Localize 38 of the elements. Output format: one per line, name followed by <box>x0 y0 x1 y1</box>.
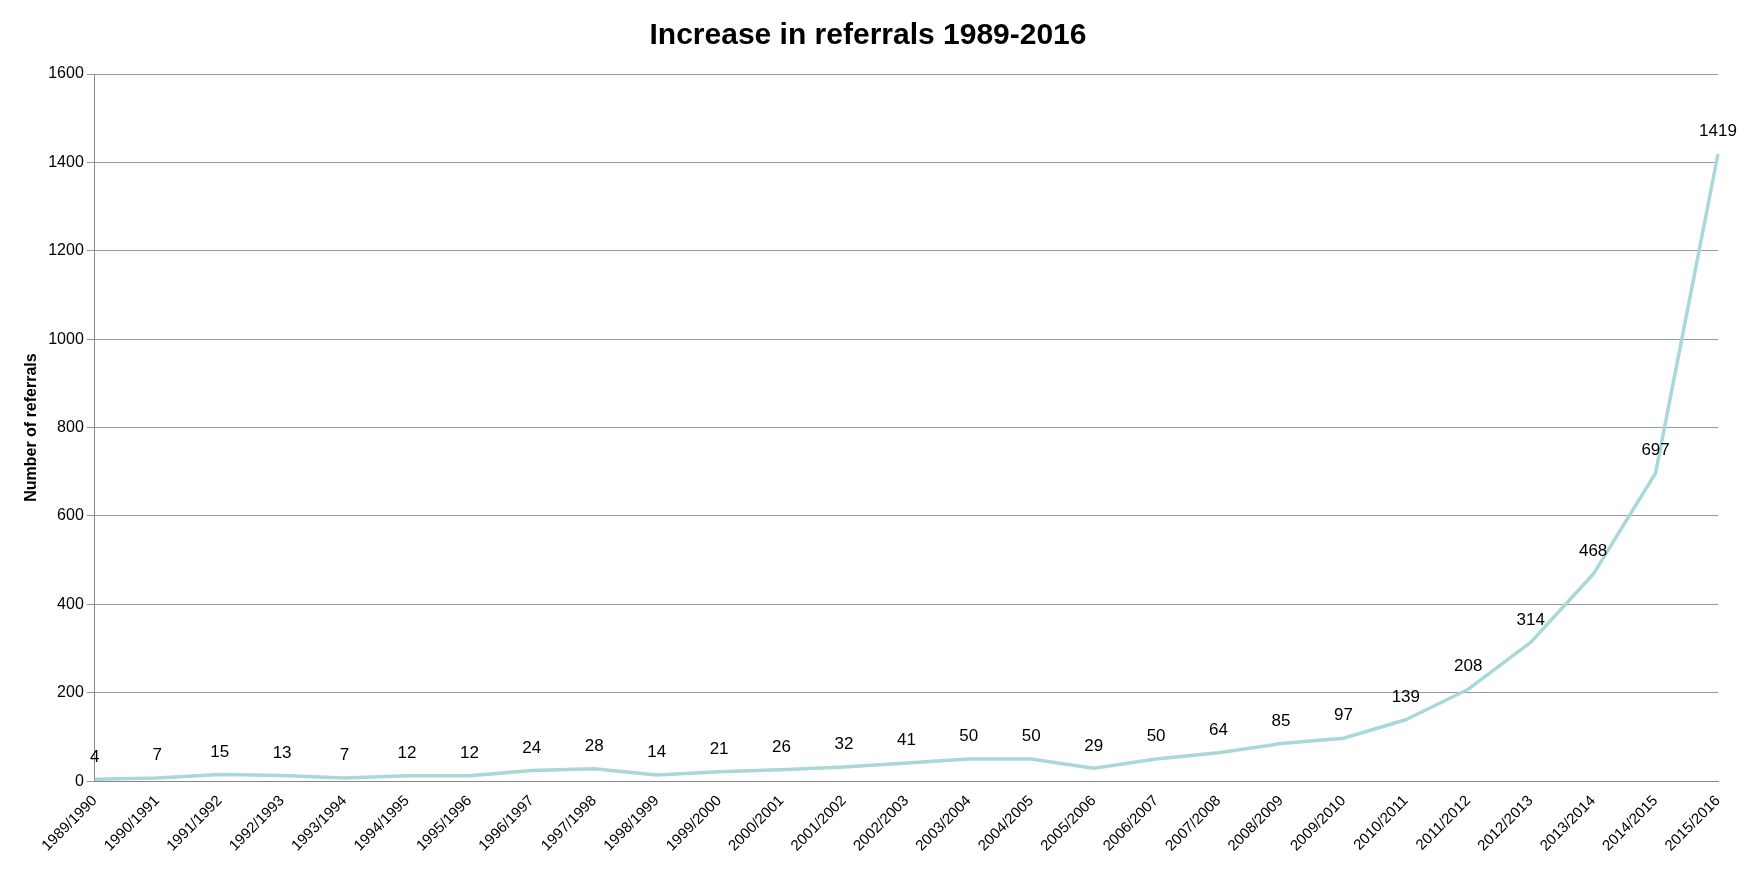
data-label: 50 <box>1146 726 1166 746</box>
y-tick-label: 1200 <box>48 241 84 259</box>
data-label: 468 <box>1578 541 1608 561</box>
y-tick-label: 1000 <box>48 329 84 347</box>
chart-title: Increase in referrals 1989-2016 <box>649 17 1087 51</box>
data-label: 7 <box>339 745 350 765</box>
data-label: 97 <box>1333 705 1353 725</box>
data-label: 85 <box>1271 710 1291 730</box>
data-label: 32 <box>834 734 854 754</box>
y-tick-label: 1400 <box>48 152 84 170</box>
y-tick-label: 800 <box>57 417 84 435</box>
data-label: 21 <box>709 739 729 759</box>
data-label: 15 <box>210 741 230 761</box>
data-label: 64 <box>1209 720 1229 740</box>
data-label: 13 <box>272 742 292 762</box>
data-label: 26 <box>772 736 791 756</box>
data-label: 41 <box>896 730 916 750</box>
data-label: 314 <box>1516 609 1545 629</box>
y-tick-label: 400 <box>57 594 84 612</box>
data-label: 139 <box>1391 686 1421 706</box>
y-tick-label: 0 <box>74 771 84 789</box>
data-label: 12 <box>397 743 417 763</box>
data-label: 24 <box>522 737 542 757</box>
data-label: 208 <box>1454 656 1483 676</box>
y-tick-label: 600 <box>57 506 84 524</box>
y-tick-label: 1600 <box>48 64 84 82</box>
y-axis-title: Number of referrals <box>22 353 40 502</box>
data-label: 1419 <box>1699 121 1737 141</box>
y-tick-label: 200 <box>57 683 84 701</box>
data-label: 4 <box>90 746 100 766</box>
data-label: 14 <box>647 742 667 762</box>
data-label: 50 <box>1021 726 1041 746</box>
data-label: 28 <box>584 735 604 755</box>
data-label: 12 <box>459 743 479 763</box>
data-label: 697 <box>1641 440 1670 460</box>
data-label: 7 <box>152 745 162 765</box>
data-label: 50 <box>959 726 979 746</box>
data-label: 29 <box>1084 735 1104 755</box>
